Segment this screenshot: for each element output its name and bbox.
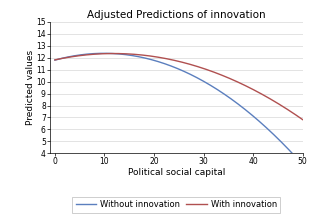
With innovation [301,118,305,121]
Without innovation [301,163,305,166]
Without innovation [171,65,175,68]
With innovation [256,91,260,94]
With innovation [173,59,176,62]
X-axis label: Political social capital: Political social capital [128,168,225,177]
With innovation [112,52,115,55]
Without innovation [102,52,106,55]
Without innovation [295,157,299,160]
Title: Adjusted Predictions of innovation: Adjusted Predictions of innovation [87,10,266,20]
Without innovation [256,119,260,122]
Line: Without innovation: Without innovation [55,53,303,165]
Without innovation [188,72,191,75]
Line: With innovation: With innovation [55,53,303,120]
With innovation [295,115,299,117]
Without innovation [173,66,176,69]
With innovation [53,58,57,61]
Legend: Without innovation, With innovation: Without innovation, With innovation [72,197,280,213]
With innovation [188,63,191,65]
With innovation [201,67,205,70]
With innovation [171,59,175,61]
Without innovation [201,79,205,82]
Y-axis label: Predicted values: Predicted values [26,50,35,125]
Without innovation [53,59,57,62]
